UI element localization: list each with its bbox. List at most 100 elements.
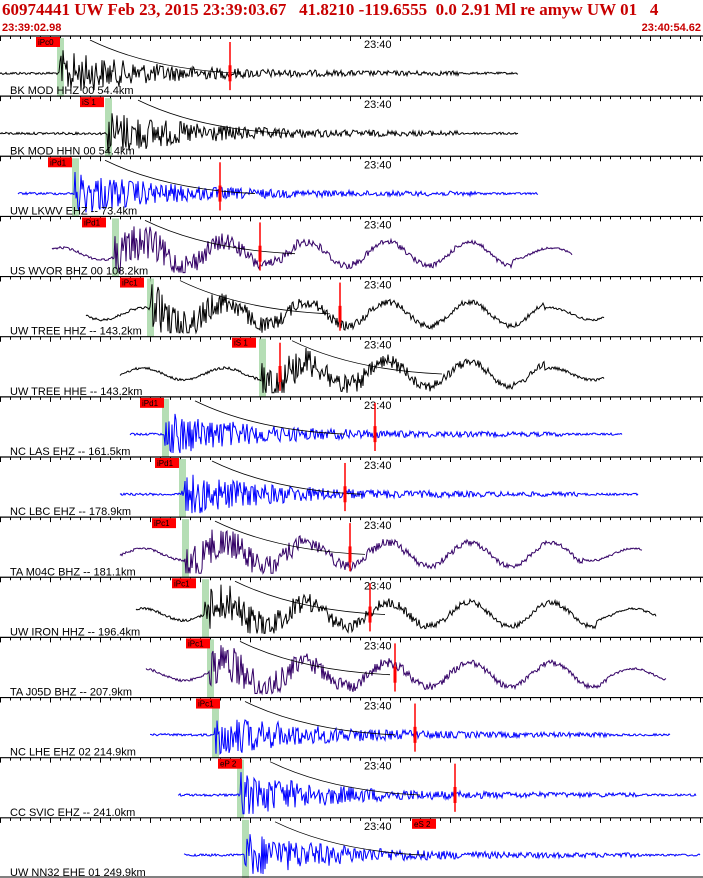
- waveform-trace: [119, 529, 643, 575]
- arrival-curve: [214, 520, 366, 555]
- waveform-trace: [0, 50, 519, 91]
- time-marker-label: 23:40: [364, 520, 392, 532]
- waveform-trace: [150, 719, 671, 755]
- time-marker-label: 23:40: [364, 640, 392, 652]
- pick-box: [412, 818, 436, 829]
- arrival-window: [182, 519, 189, 578]
- station-label: UW TREE HHZ -- 143.2km: [10, 326, 142, 338]
- station-label: BK MOD HHZ 00 54.4km: [10, 85, 133, 97]
- pick-box: [172, 578, 196, 589]
- time-marker-label: 23:40: [364, 99, 392, 111]
- arrival-curve: [137, 99, 289, 134]
- pick-label: iPc1: [154, 519, 170, 528]
- station-label: NC LBC EHZ -- 178.9km: [10, 506, 131, 518]
- red-spike-marker: [453, 786, 457, 803]
- time-marker-label: 23:40: [364, 340, 392, 352]
- arrival-curve: [179, 280, 331, 315]
- time-marker-label: 23:40: [364, 580, 392, 592]
- station-label: NC LHE EHZ 02 214.9km: [10, 747, 136, 759]
- arrival-curve: [144, 220, 296, 255]
- red-spike-marker: [413, 726, 417, 743]
- pick-box: [218, 758, 242, 769]
- arrival-window: [179, 458, 186, 518]
- arrival-curve: [274, 821, 426, 856]
- pick-label: iS 1: [82, 98, 96, 107]
- waveform-trace: [0, 113, 519, 153]
- waveform-trace: [135, 584, 657, 634]
- pick-label: iPd1: [84, 218, 101, 227]
- red-spike-marker: [343, 486, 347, 503]
- start-time-label: 23:39:02.98: [2, 22, 62, 34]
- station-label: UW NN32 EHE 01 249.9km: [10, 867, 146, 878]
- waveform-trace: [51, 226, 573, 274]
- waveform-trace: [17, 171, 539, 213]
- time-marker-label: 23:40: [364, 460, 392, 472]
- station-label: CC SVIC EHZ -- 241.0km: [10, 807, 135, 819]
- pick-box: [155, 457, 179, 468]
- pick-label: iPd1: [142, 399, 159, 408]
- time-marker-label: 23:40: [364, 39, 392, 51]
- pick-box: [82, 217, 106, 228]
- pick-box: [140, 397, 164, 408]
- time-marker-label: 23:40: [364, 280, 392, 292]
- pick-label: iPc0: [38, 38, 54, 47]
- time-marker-label: 23:40: [364, 761, 392, 773]
- waveform-trace: [183, 834, 701, 875]
- station-label: US WVOR BHZ 00 108.2km: [10, 266, 148, 278]
- station-label: TA J05D BHZ -- 207.9km: [10, 687, 132, 699]
- waveform-trace: [85, 284, 605, 335]
- arrival-curve: [104, 159, 256, 194]
- pick-label: iPd1: [157, 459, 174, 468]
- header-bar: 60974441 UW Feb 23, 2015 23:39:03.67 41.…: [0, 0, 703, 36]
- pick-label: eS 2: [414, 820, 431, 829]
- red-spike-marker: [373, 426, 377, 443]
- pick-label: iPc1: [198, 700, 214, 709]
- pick-label: iPd1: [50, 158, 67, 167]
- arrival-curve: [291, 340, 443, 375]
- event-title: 60974441 UW Feb 23, 2015 23:39:03.67 41.…: [2, 0, 659, 19]
- end-time-label: 23:40:54.62: [641, 22, 701, 34]
- pick-box: [196, 698, 220, 709]
- red-spike-marker: [258, 245, 262, 262]
- station-label: UW IRON HHZ -- 196.4km: [10, 626, 140, 638]
- pick-box: [120, 277, 144, 288]
- arrival-window: [57, 38, 64, 97]
- waveform-trace: [119, 474, 639, 514]
- time-marker-label: 23:40: [364, 400, 392, 412]
- waveform-trace: [119, 347, 605, 394]
- arrival-window: [202, 579, 209, 638]
- arrival-curve: [89, 39, 241, 74]
- station-label: UW TREE HHE -- 143.2km: [10, 386, 142, 398]
- station-label: UW LKWV EHZ -- 73.4km: [10, 205, 137, 217]
- waveform-trace: [145, 645, 667, 696]
- arrival-curve: [234, 580, 386, 615]
- arrival-window: [147, 278, 154, 337]
- pick-label: eP 2: [220, 760, 237, 769]
- arrival-curve: [239, 641, 391, 676]
- waveform-trace: [177, 772, 697, 815]
- time-marker-label: 23:40: [364, 821, 392, 833]
- pick-box: [36, 37, 60, 47]
- time-marker-label: 23:40: [364, 701, 392, 713]
- pick-label: iPc1: [174, 579, 190, 588]
- pick-label: iS 1: [234, 339, 248, 348]
- pick-label: iPc1: [122, 279, 138, 288]
- red-spike-marker: [228, 65, 232, 82]
- pick-box: [80, 97, 104, 108]
- arrival-window: [207, 639, 214, 698]
- pick-box: [186, 638, 210, 649]
- red-spike-marker: [218, 185, 222, 202]
- arrival-curve: [211, 460, 363, 495]
- pick-label: iPc1: [188, 639, 204, 648]
- red-spike-marker: [338, 305, 342, 322]
- red-spike-marker: [368, 606, 372, 623]
- red-spike-marker: [393, 666, 397, 683]
- pick-box: [48, 157, 72, 168]
- pick-box: [232, 337, 256, 348]
- station-label: TA M04C BHZ -- 181.1km: [10, 566, 136, 578]
- time-marker-label: 23:40: [364, 219, 392, 231]
- arrival-curve: [194, 400, 346, 435]
- station-label: BK MOD HHN 00 54.4km: [10, 145, 135, 157]
- red-spike-marker: [348, 546, 352, 563]
